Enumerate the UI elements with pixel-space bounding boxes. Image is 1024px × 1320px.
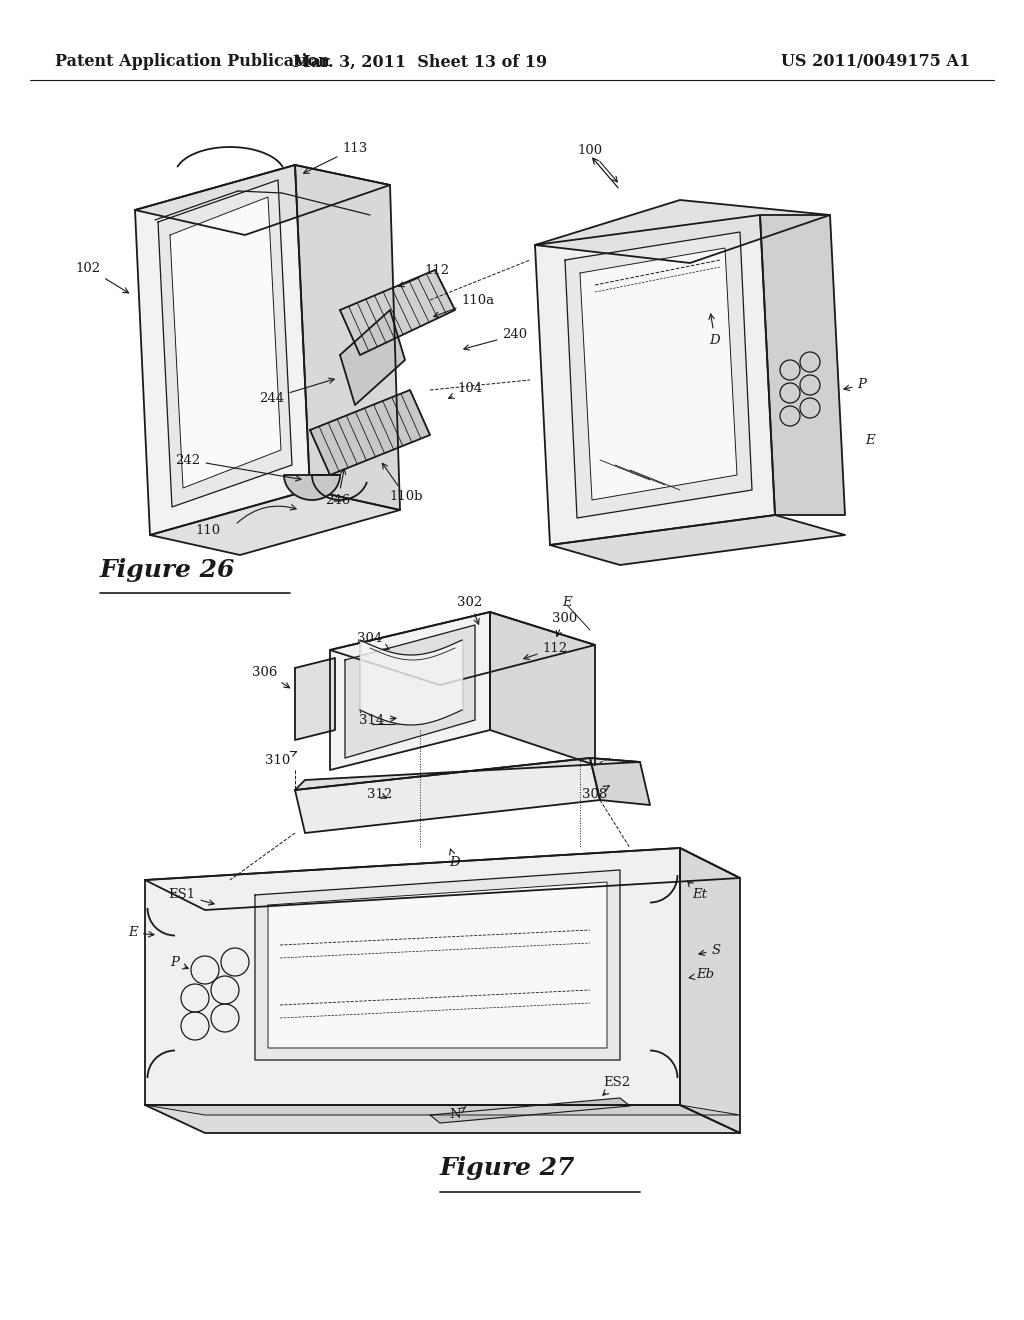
Polygon shape xyxy=(295,657,335,741)
Text: Et: Et xyxy=(688,880,708,902)
Text: 244: 244 xyxy=(259,378,334,404)
Polygon shape xyxy=(340,271,455,355)
Polygon shape xyxy=(550,515,845,565)
Text: 112: 112 xyxy=(524,642,567,660)
Polygon shape xyxy=(345,624,475,758)
Text: Eb: Eb xyxy=(689,969,714,982)
Text: ES1: ES1 xyxy=(168,888,214,906)
Polygon shape xyxy=(150,490,400,554)
Text: 112: 112 xyxy=(398,264,450,286)
Polygon shape xyxy=(135,165,310,535)
Polygon shape xyxy=(680,847,740,1133)
Polygon shape xyxy=(535,201,830,263)
Text: 304: 304 xyxy=(357,631,389,649)
Polygon shape xyxy=(580,248,737,500)
Polygon shape xyxy=(268,882,607,1048)
Text: 110: 110 xyxy=(196,524,220,536)
Text: 314: 314 xyxy=(359,714,396,726)
Text: 104: 104 xyxy=(449,381,482,399)
Text: P: P xyxy=(171,957,188,969)
Polygon shape xyxy=(310,389,430,475)
Text: 110b: 110b xyxy=(382,463,423,503)
Polygon shape xyxy=(145,1105,740,1115)
Text: E: E xyxy=(128,927,154,940)
Text: Mar. 3, 2011  Sheet 13 of 19: Mar. 3, 2011 Sheet 13 of 19 xyxy=(293,54,547,70)
Polygon shape xyxy=(330,612,490,770)
Polygon shape xyxy=(535,215,775,545)
Text: 308: 308 xyxy=(583,785,609,801)
Text: 302: 302 xyxy=(458,595,482,624)
Text: 242: 242 xyxy=(175,454,301,480)
Polygon shape xyxy=(145,1105,740,1133)
Text: ES2: ES2 xyxy=(603,1076,631,1096)
Polygon shape xyxy=(255,870,620,1060)
Text: D: D xyxy=(709,314,720,346)
Text: P: P xyxy=(844,379,866,392)
Text: 300: 300 xyxy=(552,611,578,636)
Text: US 2011/0049175 A1: US 2011/0049175 A1 xyxy=(780,54,970,70)
Polygon shape xyxy=(330,612,595,685)
Text: 113: 113 xyxy=(303,141,368,173)
Text: 306: 306 xyxy=(252,665,290,688)
Text: 312: 312 xyxy=(368,788,392,801)
Text: 240: 240 xyxy=(464,329,527,350)
Polygon shape xyxy=(430,1098,630,1123)
Text: Figure 26: Figure 26 xyxy=(100,558,236,582)
Polygon shape xyxy=(145,847,740,909)
Text: 110a: 110a xyxy=(434,293,495,317)
Polygon shape xyxy=(490,612,595,766)
Polygon shape xyxy=(284,475,340,500)
Polygon shape xyxy=(170,197,281,488)
Text: Patent Application Publication: Patent Application Publication xyxy=(55,54,330,70)
Text: 246: 246 xyxy=(326,469,350,507)
Text: 102: 102 xyxy=(76,261,129,293)
Text: E: E xyxy=(865,433,874,446)
Polygon shape xyxy=(295,758,600,833)
Text: N: N xyxy=(450,1106,466,1122)
Text: E: E xyxy=(562,595,571,609)
Polygon shape xyxy=(158,180,292,507)
Text: 310: 310 xyxy=(265,751,297,767)
Text: D: D xyxy=(450,849,461,869)
Text: Figure 27: Figure 27 xyxy=(440,1156,575,1180)
Polygon shape xyxy=(295,758,640,789)
Polygon shape xyxy=(340,310,406,405)
Polygon shape xyxy=(760,215,845,515)
Polygon shape xyxy=(590,758,650,805)
Polygon shape xyxy=(295,165,400,510)
Polygon shape xyxy=(135,165,390,235)
Polygon shape xyxy=(565,232,752,517)
Text: 100: 100 xyxy=(578,144,617,182)
Text: S: S xyxy=(699,944,721,957)
Polygon shape xyxy=(145,847,680,1105)
